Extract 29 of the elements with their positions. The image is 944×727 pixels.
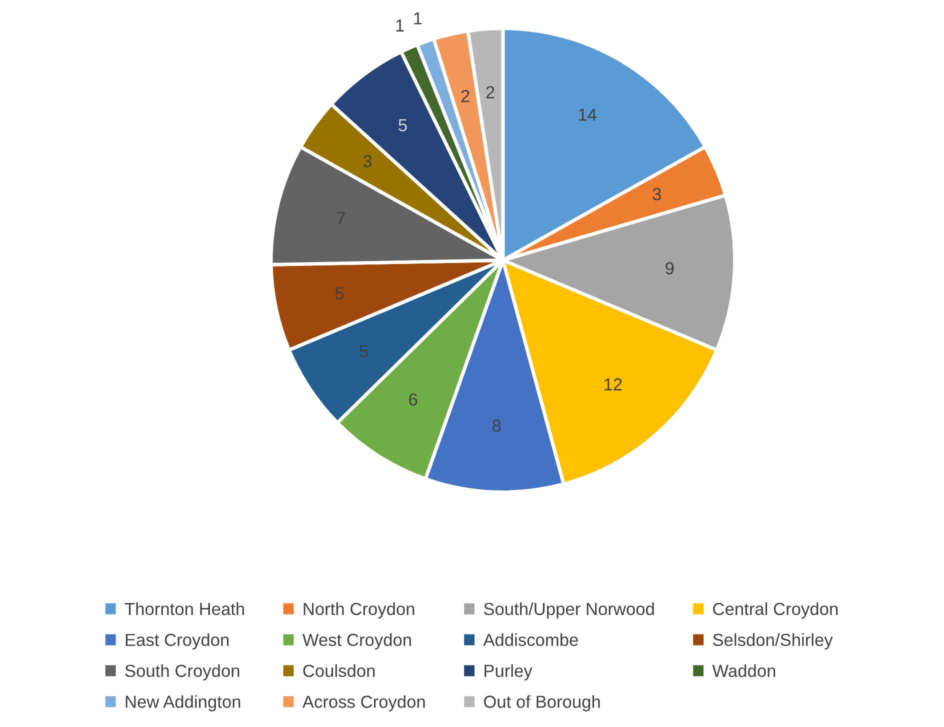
data-label: 3 — [363, 155, 372, 168]
legend-label: East Croydon — [126, 633, 229, 650]
legend-label: Across Croydon — [302, 695, 425, 712]
data-label: 5 — [360, 345, 368, 358]
legend-label: South Croydon — [125, 664, 240, 680]
legend-label: Purley — [484, 664, 532, 680]
legend-label: New Addington — [126, 695, 240, 712]
data-label: 1 — [396, 20, 404, 32]
data-label: 3 — [652, 188, 661, 200]
legend-label: Coulsdon — [303, 664, 375, 678]
data-label: 2 — [486, 86, 494, 98]
data-label: 5 — [398, 119, 407, 132]
legend-label: North Croydon — [304, 602, 414, 619]
legend-label: Thornton Heath — [124, 602, 244, 616]
legend-label: West Croydon — [302, 633, 411, 650]
data-label: 14 — [578, 108, 596, 121]
data-label: 6 — [409, 393, 418, 406]
legend-label: South/Upper Norwood — [484, 602, 654, 619]
legend-label: Waddon — [712, 664, 776, 678]
legend-label: Central Croydon — [713, 602, 838, 619]
legend-label: Addiscombe — [483, 633, 578, 646]
data-label: 2 — [461, 90, 470, 102]
legend-label: Selsdon/Shirley — [713, 633, 833, 650]
data-label: 8 — [492, 419, 501, 432]
data-label: 1 — [414, 12, 422, 24]
data-label: 12 — [604, 378, 622, 390]
data-label: 5 — [335, 287, 344, 300]
legend-label: Out of Borough — [484, 695, 600, 712]
data-label: 9 — [666, 262, 674, 274]
